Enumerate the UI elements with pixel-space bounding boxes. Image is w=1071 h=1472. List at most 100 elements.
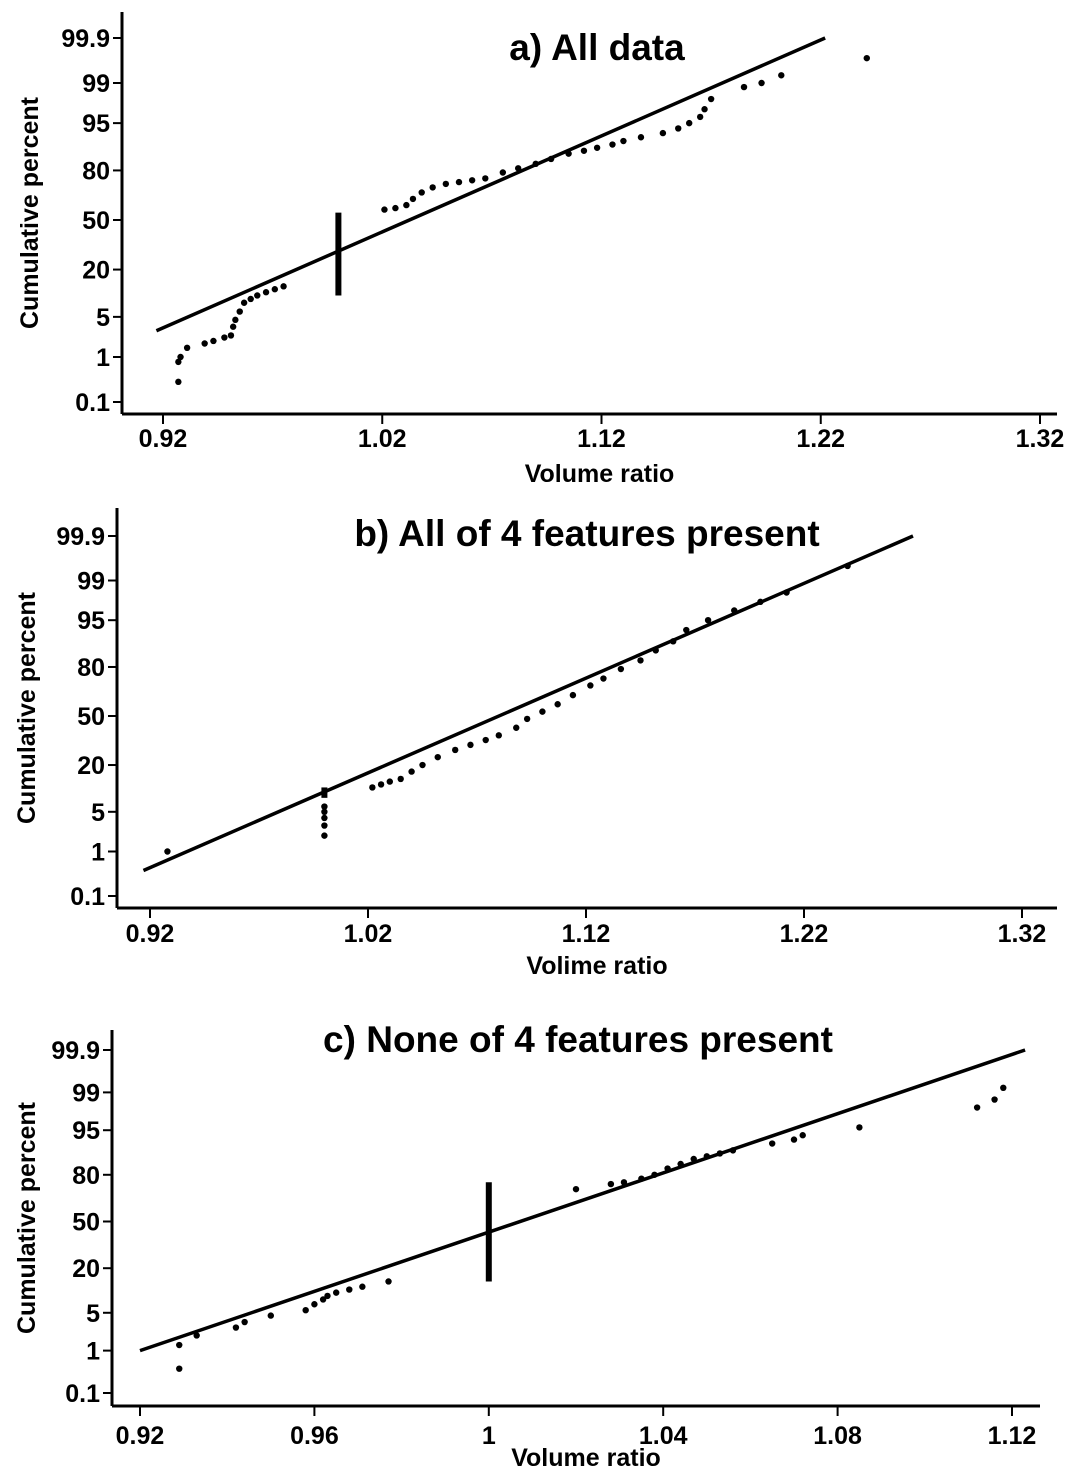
data-point [696,113,704,121]
data-point [554,701,561,708]
data-point [758,79,765,87]
data-point [856,1124,863,1131]
data-point [377,781,385,788]
data-point [790,1136,798,1143]
x-axis-label: Volume ratio [511,1444,661,1472]
data-point [607,1180,615,1188]
data-point [651,1171,658,1178]
data-point [637,134,645,141]
data-point [227,332,235,339]
x-tick-label: 1.04 [639,1422,688,1450]
data-point [638,1175,645,1182]
y-tick-label: 99.9 [51,1037,100,1065]
y-tick-label: 50 [72,1209,100,1237]
data-point [409,195,417,203]
data-point [267,1312,274,1319]
data-point [419,761,426,769]
x-tick-label: 1.12 [562,920,611,948]
data-point [740,83,748,91]
x-tick-label: 1.08 [813,1422,862,1450]
data-point [241,1318,248,1326]
data-point [569,691,577,699]
y-tick-label: 20 [72,1255,100,1283]
y-tick-label: 5 [86,1300,100,1328]
data-point [844,562,851,570]
data-point [201,340,208,347]
y-tick-label: 50 [77,703,105,731]
x-tick-label: 0.96 [290,1422,339,1450]
data-point [321,814,328,822]
x-tick-label: 0.92 [116,1422,165,1450]
data-point [193,1332,200,1339]
data-point [637,657,644,664]
data-point [232,1324,240,1331]
x-tick-label: 0.92 [139,425,188,453]
data-point [863,54,870,62]
data-point [690,1155,697,1163]
data-point [757,598,764,606]
data-point [442,180,450,188]
data-point [221,334,228,341]
data-point [659,129,667,137]
data-point [403,201,410,209]
y-tick-label: 1 [96,344,110,372]
y-tick-label: 0.1 [75,389,110,417]
data-point [593,144,601,151]
data-point [262,289,270,296]
data-point [704,616,712,624]
data-point [164,848,171,855]
data-point [652,647,659,654]
data-point [369,784,376,791]
data-point [609,141,616,148]
panel-c: 0.1 1 5 20 50 80 95 99 99.9 0.92 0.96 1 1.04 1.08 1.12… [13,1019,1040,1472]
panel-b: 0.1 1 5 20 50 80 95 99 99.9 0.92 1.02 1.12 1.22 1.32 V… [13,508,1057,980]
y-tick-label: 5 [91,799,105,827]
data-point [385,1278,392,1285]
y-tick-label: 50 [82,207,110,235]
data-point [321,808,328,816]
data-point [729,1147,737,1154]
data-point [587,682,594,689]
y-tick-label: 99.9 [61,25,110,53]
panel-a: 0.1 1 5 20 50 80 95 99 99.9 0.92 1.02 1.12 1.22 1.32 V… [16,12,1064,488]
x-axis-label: Volume ratio [525,460,675,488]
x-tick-label: 1.12 [577,425,626,453]
data-point [183,344,191,352]
data-point [513,724,520,731]
data-point [321,803,328,810]
data-point [175,378,182,386]
data-point [452,746,459,754]
data-point [670,638,677,645]
x-tick-label: 0.92 [126,920,175,948]
data-point [778,72,785,79]
data-point [236,308,243,315]
y-tick-label: 1 [91,839,105,867]
data-point [620,1179,628,1186]
data-point [468,177,476,184]
data-point [547,155,555,163]
data-point [532,160,539,168]
data-point [254,292,261,299]
y-tick-label: 99 [82,70,110,98]
chart-title: c) None of 4 features present [323,1019,833,1060]
y-tick-label: 95 [77,607,105,635]
data-point [523,715,531,723]
data-point [429,184,436,191]
x-tick-label: 1.12 [988,1422,1037,1450]
data-point [418,189,425,196]
x-tick-label: 1 [482,1422,496,1450]
data-point [677,1160,684,1168]
data-point [701,106,708,113]
data-point [1000,1084,1007,1092]
y-tick-label: 80 [77,654,105,682]
y-tick-label: 20 [82,257,110,285]
data-point [392,204,399,212]
data-point [991,1096,998,1103]
data-point [302,1306,309,1314]
y-tick-label: 1 [86,1338,100,1366]
data-point [799,1132,806,1139]
data-point [539,708,546,715]
data-point [703,1153,710,1160]
data-point [247,295,254,303]
